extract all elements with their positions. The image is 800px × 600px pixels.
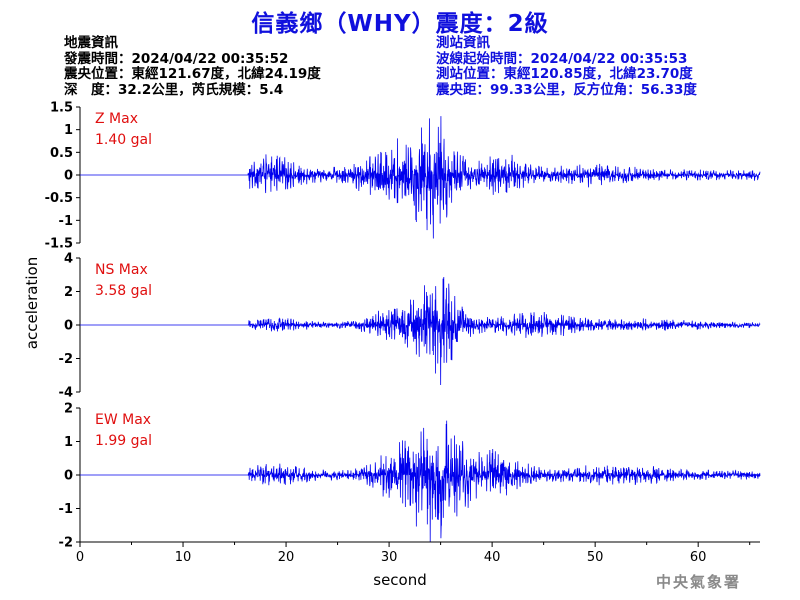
agency-watermark: 中央氣象署 [656,573,742,591]
y-tick-label: 0 [64,469,73,484]
max-label-z: Z Max [95,111,138,127]
x-tick-label: 10 [175,550,192,565]
y-tick-label: -2 [59,352,73,367]
y-tick-label: -0.5 [45,191,73,206]
earthquake-info-heading: 地震資訊 [64,35,118,51]
y-tick-label: 0 [64,169,73,184]
y-tick-label: -1.5 [45,237,73,252]
y-tick-label: -2 [59,536,73,551]
x-tick-label: 30 [381,550,398,565]
x-tick-label: 60 [690,550,707,565]
y-tick-label: -1 [59,502,73,517]
max-value-ns: 3.58 gal [95,283,152,299]
max-value-ew: 1.99 gal [95,433,152,449]
max-value-z: 1.40 gal [95,132,152,148]
max-label-ew: EW Max [95,412,151,428]
station-location: 測站位置：東經120.85度，北緯23.70度 [436,66,693,82]
station-info-heading: 測站資訊 [436,35,490,51]
distance-azimuth: 震央距：99.33公里，反方位角：56.33度 [436,81,697,98]
station-info: 測站資訊 波線起始時間：2024/04/22 00:35:53 測站位置：東經1… [436,35,697,98]
waveform-ew [80,420,761,542]
epicenter-location: 震央位置：東經121.67度，北緯24.19度 [64,66,321,82]
y-tick-label: 0 [64,319,73,334]
x-tick-label: 40 [484,550,501,565]
y-tick-label: 4 [64,252,73,267]
x-tick-label: 0 [76,550,84,565]
x-tick-label: 50 [587,550,604,565]
waveform-z [80,116,761,239]
max-label-ns: NS Max [95,262,148,278]
y-tick-label: 1 [64,435,73,450]
y-tick-label: -4 [59,386,73,401]
y-tick-label: 1.5 [50,101,73,116]
y-tick-label: -1 [59,214,73,229]
y-tick-label: 0.5 [50,146,73,161]
y-tick-label: 2 [64,402,73,417]
x-axis-label: second [373,571,427,589]
y-tick-label: 1 [64,123,73,138]
earthquake-info: 地震資訊 發震時間：2024/04/22 00:35:52 震央位置：東經121… [64,35,321,98]
chart-title: 信義鄉（WHY）震度：2級 [251,11,549,37]
x-tick-label: 20 [278,550,295,565]
waveform-ns [80,276,761,385]
depth-magnitude: 深 度：32.2公里，芮氏規模：5.4 [64,81,284,98]
y-axis-label: acceleration [23,257,41,349]
wave-onset-time: 波線起始時間：2024/04/22 00:35:53 [436,50,688,67]
origin-time: 發震時間：2024/04/22 00:35:52 [64,50,289,67]
y-tick-label: 2 [64,285,73,300]
